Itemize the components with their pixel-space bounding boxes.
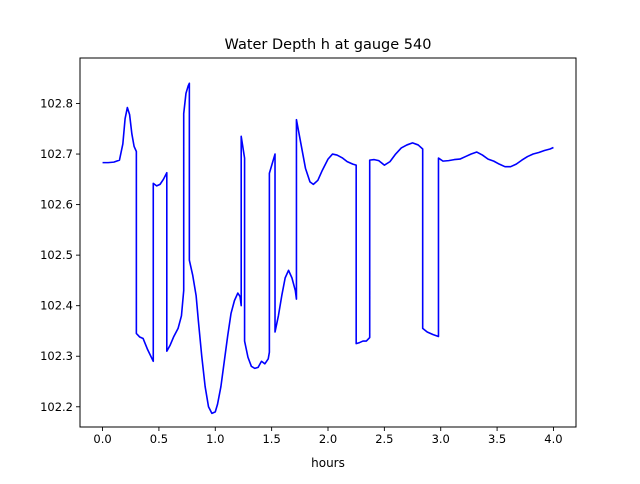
x-tick-label: 4.0 xyxy=(544,432,562,446)
y-tick-label: 102.2 xyxy=(40,400,73,414)
x-tick-label: 3.0 xyxy=(432,432,450,446)
chart-title: Water Depth h at gauge 540 xyxy=(225,37,432,53)
x-tick-label: 1.5 xyxy=(262,432,280,446)
x-tick-label: 0.5 xyxy=(150,432,168,446)
plot-frame xyxy=(79,57,577,428)
x-tick-label: 3.5 xyxy=(488,432,506,446)
x-tick-label: 2.5 xyxy=(375,432,393,446)
x-tick-label: 1.0 xyxy=(206,432,224,446)
y-tick-label: 102.8 xyxy=(40,96,73,110)
x-tick-label: 2.0 xyxy=(319,432,337,446)
y-tick-label: 102.7 xyxy=(40,147,73,161)
y-tick-label: 102.5 xyxy=(40,248,73,262)
plot-area: 0.0 0.5 1.0 1.5 2.0 2.5 3.0 3.5 4.0 102.2 102.3 102… xyxy=(40,82,563,446)
series-line-0 xyxy=(102,82,554,415)
y-tick-label: 102.6 xyxy=(40,198,73,212)
y-tick-label: 102.3 xyxy=(40,349,73,363)
x-axis-label: hours xyxy=(311,456,345,470)
x-tick-label: 0.0 xyxy=(93,432,111,446)
y-tick-label: 102.4 xyxy=(40,299,73,313)
